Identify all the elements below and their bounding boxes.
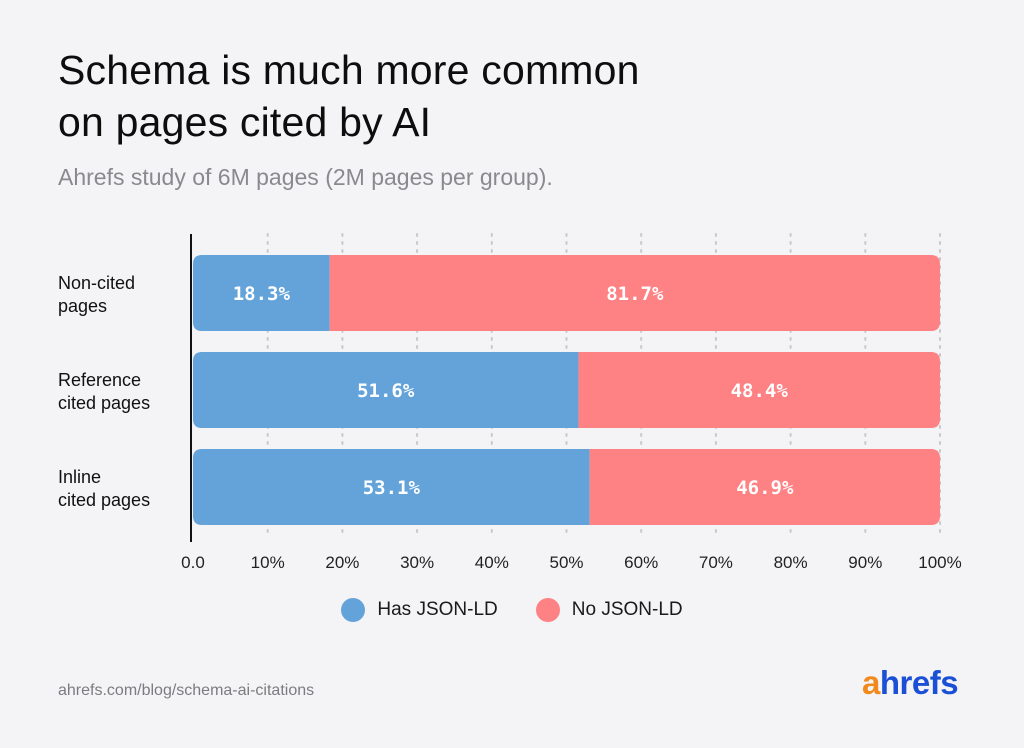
chart-title-line-2: on pages cited by AI xyxy=(58,99,432,145)
x-tick-label: 80% xyxy=(774,553,808,572)
chart-title: Schema is much more common on pages cite… xyxy=(58,44,958,148)
data-label: 18.3% xyxy=(233,283,291,305)
data-label: 46.9% xyxy=(736,477,794,499)
x-tick-label: 40% xyxy=(475,553,509,572)
x-tick-label: 90% xyxy=(848,553,882,572)
x-tick-label: 60% xyxy=(624,553,658,572)
legend-swatch-has-json-ld xyxy=(341,598,366,622)
legend-item-has-json-ld: Has JSON-LD xyxy=(341,598,498,622)
x-tick-label: 70% xyxy=(699,553,733,572)
x-tick-label: 50% xyxy=(549,553,583,572)
bar-segment-no-json-ld xyxy=(578,352,940,428)
chart-legend: Has JSON-LD No JSON-LD xyxy=(0,598,1024,622)
legend-label-has-json-ld: Has JSON-LD xyxy=(377,599,498,620)
x-tick-label: 100% xyxy=(918,553,961,572)
legend-item-no-json-ld: No JSON-LD xyxy=(535,598,683,622)
bar-segment-no-json-ld xyxy=(329,255,940,331)
category-label: Reference cited pages xyxy=(58,370,150,413)
x-tick-label: 20% xyxy=(325,553,359,572)
data-label: 53.1% xyxy=(363,477,421,499)
bar-segment-has-json-ld xyxy=(193,449,590,525)
chart-title-line-1: Schema is much more common xyxy=(58,47,640,93)
legend-swatch-no-json-ld xyxy=(535,598,560,622)
stacked-bar-chart: 18.3% 81.7% Non-cited pages 51.6% 48.4% Refere… xyxy=(58,233,962,572)
category-label: Inline cited pages xyxy=(58,467,150,510)
bar-segment-has-json-ld xyxy=(193,255,330,331)
data-label: 51.6% xyxy=(357,380,415,402)
x-tick-label: 30% xyxy=(400,553,434,572)
data-label: 48.4% xyxy=(731,380,789,402)
chart-subtitle: Ahrefs study of 6M pages (2M pages per g… xyxy=(58,164,553,190)
bar-segment-no-json-ld xyxy=(589,449,940,525)
x-tick-label: 10% xyxy=(251,553,285,572)
legend-label-no-json-ld: No JSON-LD xyxy=(571,599,683,620)
logo-letter-a: a xyxy=(862,664,880,701)
source-url: ahrefs.com/blog/schema-ai-citations xyxy=(58,682,315,699)
x-tick-label: 0.0 xyxy=(181,553,205,572)
data-label: 81.7% xyxy=(606,283,664,305)
category-label: Non-cited pages xyxy=(58,273,135,316)
logo-letters-hrefs: hrefs xyxy=(879,664,959,701)
ahrefs-logo: ahrefs xyxy=(862,664,959,702)
bar-segment-has-json-ld xyxy=(193,352,579,428)
